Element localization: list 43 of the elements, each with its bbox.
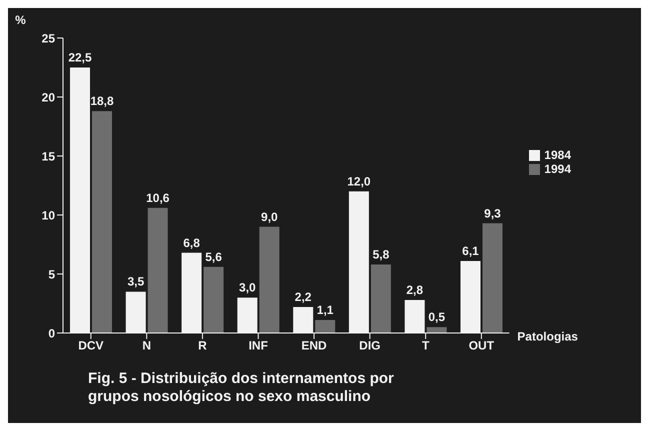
data-label: 6,1 xyxy=(462,244,480,258)
data-label: 18,8 xyxy=(90,94,114,108)
data-label: 9,3 xyxy=(484,206,502,220)
data-label: 2,2 xyxy=(294,290,312,304)
y-tick-label: 25 xyxy=(42,31,56,46)
x-tick-label: OUT xyxy=(468,338,495,353)
legend-label: 1984 xyxy=(544,148,571,162)
data-label: 5,8 xyxy=(372,248,390,262)
x-tick-label: END xyxy=(301,338,328,353)
bar xyxy=(259,226,280,333)
bar xyxy=(315,320,336,333)
x-axis-title: Patologias xyxy=(517,329,578,344)
data-label: 3,5 xyxy=(127,274,144,289)
data-label: 2,8 xyxy=(406,282,424,297)
legend-label: 1994 xyxy=(544,162,571,176)
data-label: 3,0 xyxy=(239,280,256,295)
data-label: 0,5 xyxy=(428,310,446,324)
y-tick-label: 0 xyxy=(48,326,56,340)
data-label: 22,5 xyxy=(68,50,92,64)
data-label: 10,6 xyxy=(146,190,170,205)
x-tick-label: T xyxy=(422,338,430,353)
bar xyxy=(148,208,168,333)
text: Fig. 5 - Distribuição dos internamentos por grupos nosológicos no sexo masculino xyxy=(88,370,395,406)
y-axis-title: % xyxy=(15,13,26,27)
data-label: 5,6 xyxy=(205,250,222,264)
data-label: 1,1 xyxy=(316,303,334,318)
x-tick-label: R xyxy=(198,338,208,353)
x-tick-label: DCV xyxy=(78,338,104,353)
y-tick-label: 20 xyxy=(42,90,56,104)
y-tick-label: 15 xyxy=(42,149,56,164)
bar xyxy=(370,264,391,333)
x-tick-label: N xyxy=(142,338,152,353)
bar xyxy=(482,223,503,333)
x-tick-label: INF xyxy=(248,338,268,353)
bar xyxy=(92,111,112,333)
x-tick-label: DIG xyxy=(359,338,380,353)
data-label: 6,8 xyxy=(183,236,200,250)
y-tick-label: 10 xyxy=(42,208,56,222)
data-label: 12,0 xyxy=(347,174,371,188)
data-label: 9,0 xyxy=(261,210,278,224)
bar xyxy=(204,266,224,333)
y-tick-label: 5 xyxy=(48,267,56,282)
bar xyxy=(426,327,447,333)
